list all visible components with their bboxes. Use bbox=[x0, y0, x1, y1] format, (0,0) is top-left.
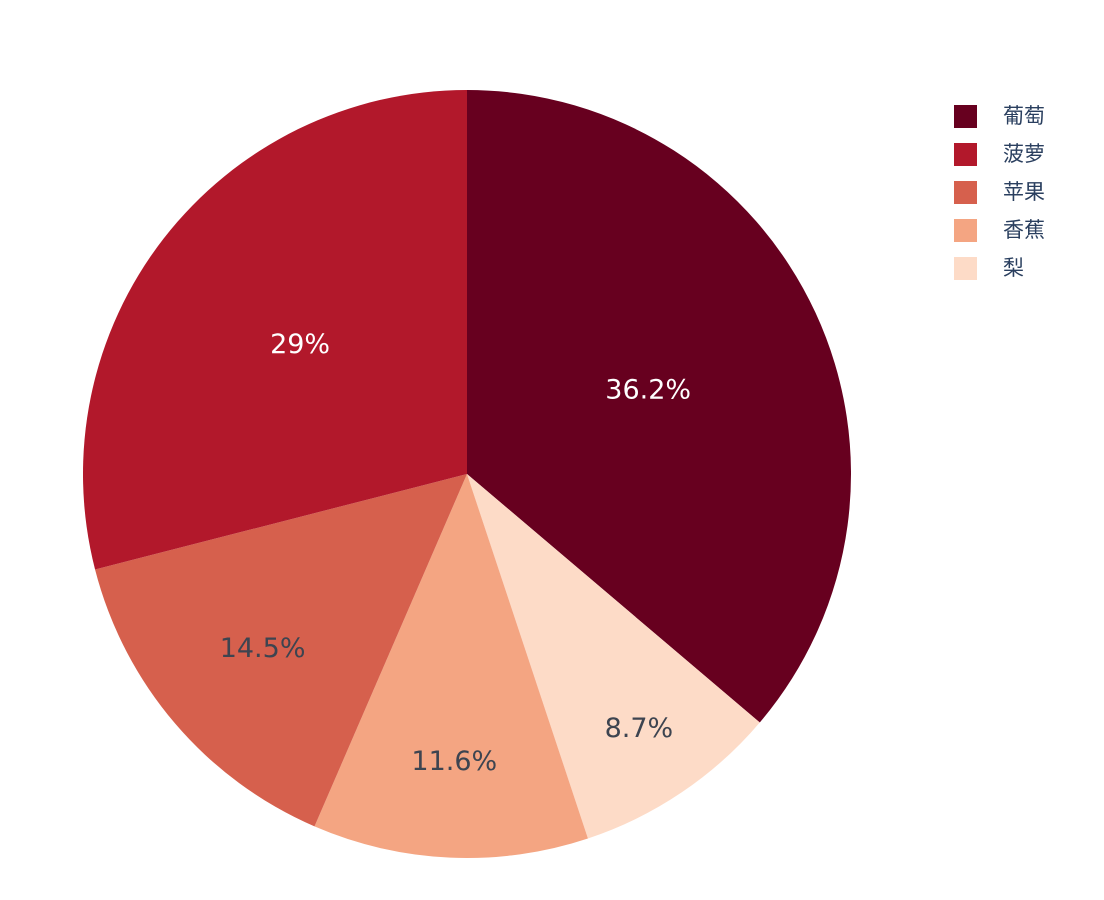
legend-label-4: 梨 bbox=[1003, 256, 1024, 280]
pie-slice-2[interactable] bbox=[95, 474, 467, 827]
legend-swatch-0 bbox=[954, 105, 977, 128]
slice-label-2: 14.5% bbox=[220, 633, 306, 664]
legend-item-4[interactable]: 梨 bbox=[954, 257, 1045, 280]
legend-item-1[interactable]: 菠萝 bbox=[954, 143, 1045, 166]
legend-label-0: 葡萄 bbox=[1003, 104, 1045, 128]
slice-label-1: 29% bbox=[270, 329, 330, 360]
legend-label-2: 苹果 bbox=[1003, 180, 1045, 204]
slice-label-0: 36.2% bbox=[605, 375, 691, 406]
legend-item-2[interactable]: 苹果 bbox=[954, 181, 1045, 204]
pie-slice-4[interactable] bbox=[467, 474, 760, 839]
legend-swatch-2 bbox=[954, 181, 977, 204]
pie-slice-0[interactable] bbox=[467, 89, 852, 723]
legend-label-3: 香蕉 bbox=[1003, 218, 1045, 242]
slice-label-3: 11.6% bbox=[411, 746, 497, 777]
pie-slice-1[interactable] bbox=[82, 90, 468, 570]
legend-item-0[interactable]: 葡萄 bbox=[954, 105, 1045, 128]
legend-swatch-4 bbox=[954, 257, 977, 280]
legend-swatch-1 bbox=[954, 143, 977, 166]
legend-item-3[interactable]: 香蕉 bbox=[954, 219, 1045, 242]
pie-slice-3[interactable] bbox=[314, 474, 588, 858]
legend-swatch-3 bbox=[954, 219, 977, 242]
legend: 葡萄 菠萝 苹果 香蕉梨 bbox=[954, 105, 1045, 295]
slice-label-4: 8.7% bbox=[605, 713, 674, 744]
legend-label-1: 菠萝 bbox=[1003, 142, 1045, 166]
